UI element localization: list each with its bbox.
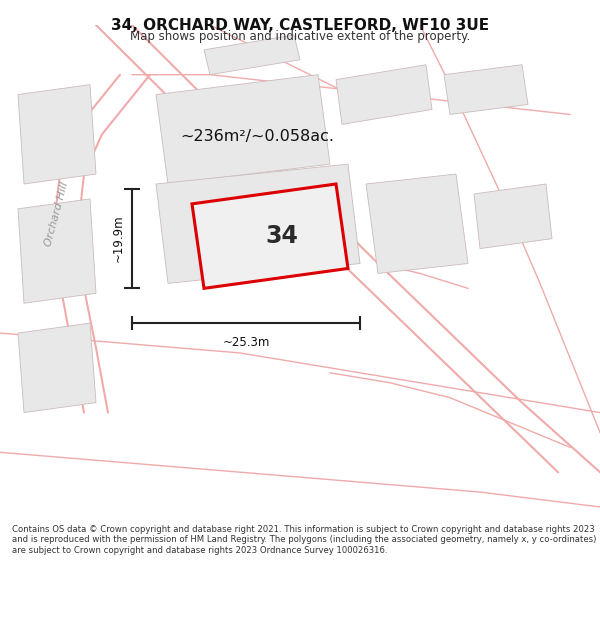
Text: ~236m²/~0.058ac.: ~236m²/~0.058ac. [180,129,334,144]
Polygon shape [156,74,330,184]
Polygon shape [18,84,96,184]
Text: Map shows position and indicative extent of the property.: Map shows position and indicative extent… [130,30,470,43]
Polygon shape [18,323,96,412]
Text: Contains OS data © Crown copyright and database right 2021. This information is : Contains OS data © Crown copyright and d… [12,525,596,555]
Polygon shape [156,164,360,283]
Text: Orchard Hill: Orchard Hill [44,181,70,247]
Text: 34, ORCHARD WAY, CASTLEFORD, WF10 3UE: 34, ORCHARD WAY, CASTLEFORD, WF10 3UE [111,18,489,32]
Polygon shape [192,184,348,288]
Polygon shape [444,65,528,114]
Polygon shape [204,35,300,74]
Text: ~25.3m: ~25.3m [223,336,269,349]
Polygon shape [336,65,432,124]
Polygon shape [18,199,96,303]
Text: ~19.9m: ~19.9m [112,215,125,262]
Polygon shape [366,174,468,274]
Polygon shape [474,184,552,249]
Text: 34: 34 [266,224,298,248]
